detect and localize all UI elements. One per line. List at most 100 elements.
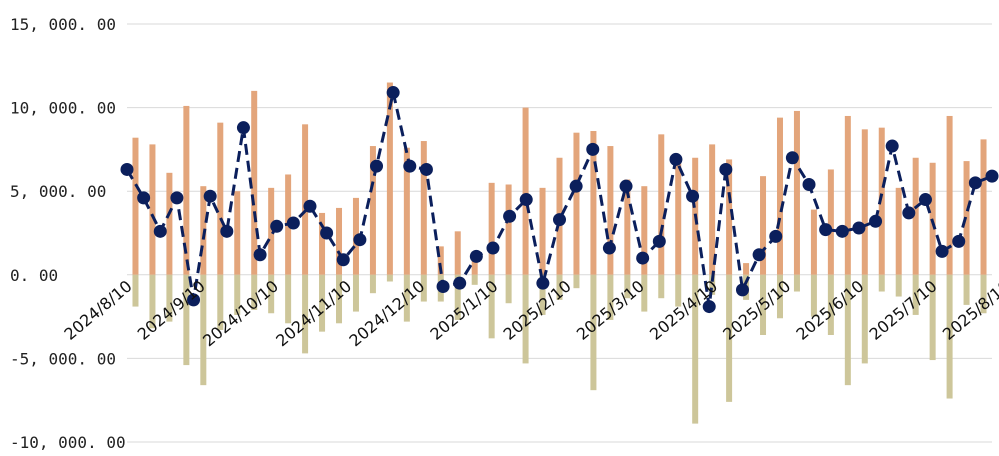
line-point — [802, 178, 816, 192]
y-tick-label: 5, 000. 00 — [10, 182, 106, 201]
line-point — [902, 206, 916, 220]
line-point — [386, 86, 400, 100]
line-point — [453, 276, 467, 290]
line-point — [785, 151, 799, 165]
bar-negative — [963, 274, 970, 305]
bar-positive — [641, 186, 648, 275]
bar-negative — [556, 274, 563, 300]
line-point — [619, 179, 633, 193]
bar-negative — [183, 274, 190, 366]
bar-negative — [980, 274, 987, 314]
bar-negative — [522, 274, 529, 364]
line-point — [486, 241, 500, 255]
line-point — [952, 234, 966, 248]
x-tick-label: 2024/10/10 — [199, 277, 282, 351]
line-point — [370, 159, 384, 173]
y-axis-tick-labels: 15, 000. 00 10, 000. 00 5, 000. 00 0. 00 -5,… — [10, 15, 126, 452]
bar-positive — [420, 141, 427, 275]
bar-positive — [522, 107, 529, 275]
line-point — [719, 162, 733, 176]
bar-positive — [217, 122, 224, 275]
bar-positive — [302, 124, 309, 275]
bar-negative — [878, 274, 885, 292]
bar-positive — [793, 110, 800, 275]
bar-positive — [624, 179, 631, 275]
bar-negative — [760, 274, 767, 335]
bar-positive — [861, 129, 868, 275]
line-point — [752, 248, 766, 262]
line-point — [686, 189, 700, 203]
bar-negative — [793, 274, 800, 292]
bar-negative — [471, 274, 478, 285]
bar-positive — [132, 137, 139, 275]
bar-positive — [776, 117, 783, 275]
bar-negative — [607, 274, 614, 320]
line-point — [769, 229, 783, 243]
bar-negative — [200, 274, 207, 386]
bar-positive — [437, 246, 444, 275]
bar-positive — [403, 147, 410, 275]
line-point — [968, 176, 982, 190]
line-points — [120, 86, 999, 314]
line-point — [536, 276, 550, 290]
line-point — [819, 223, 833, 237]
bar-positive — [505, 184, 512, 275]
bar-negative — [454, 274, 461, 320]
line-point — [153, 224, 167, 238]
line-point — [852, 221, 866, 235]
bar-negative — [166, 274, 173, 322]
bar-positive — [454, 231, 461, 275]
bar-positive — [149, 144, 156, 275]
bar-negative — [132, 274, 139, 307]
bar-negative — [946, 274, 953, 399]
bar-negative — [844, 274, 851, 386]
bar-negative — [420, 274, 427, 302]
bar-negative — [692, 274, 699, 424]
bar-positive — [827, 169, 834, 275]
bar-positive — [539, 187, 546, 275]
bar-negative — [675, 274, 682, 307]
bar-positive — [658, 134, 665, 275]
bar-negative — [352, 274, 359, 312]
bar-negative — [658, 274, 665, 299]
x-tick-label: 2024/11/10 — [272, 277, 355, 351]
line-point — [220, 224, 234, 238]
line-point — [403, 159, 417, 173]
x-tick-label: 2025/7/10 — [866, 277, 941, 344]
bar-positive — [895, 187, 902, 275]
line-point — [303, 199, 317, 213]
bar-negative — [861, 274, 868, 364]
y-tick-label: 10, 000. 00 — [10, 99, 116, 118]
bar-negative — [488, 274, 495, 339]
bar-negative — [590, 274, 597, 391]
bar-negative — [302, 274, 309, 354]
bar-positive — [743, 263, 750, 275]
bar-positive — [251, 90, 258, 275]
bar-negative — [776, 274, 783, 319]
bar-negative — [929, 274, 936, 361]
x-tick-label: 2024/8/10 — [61, 277, 136, 344]
bar-positive — [471, 254, 478, 275]
bar-negative — [810, 274, 817, 317]
y-tick-label: 0. 00 — [10, 266, 58, 285]
bar-positive — [810, 209, 817, 275]
line-point — [553, 213, 566, 227]
bar-positive — [980, 139, 987, 275]
line-point — [636, 251, 650, 265]
bar-negative — [268, 274, 275, 314]
line-point — [935, 244, 949, 258]
bar-positive — [573, 132, 580, 275]
line-point — [735, 283, 749, 297]
line-point — [336, 253, 350, 267]
bar-positive — [675, 156, 682, 275]
bar-negative — [505, 274, 512, 304]
line-point — [469, 249, 483, 263]
bar-positive — [234, 191, 241, 275]
bar-negative — [403, 274, 410, 322]
bar-negative — [641, 274, 648, 312]
bar-positive — [878, 127, 885, 275]
bar-positive — [912, 157, 919, 275]
line-point — [918, 193, 932, 207]
line-point — [203, 189, 217, 203]
